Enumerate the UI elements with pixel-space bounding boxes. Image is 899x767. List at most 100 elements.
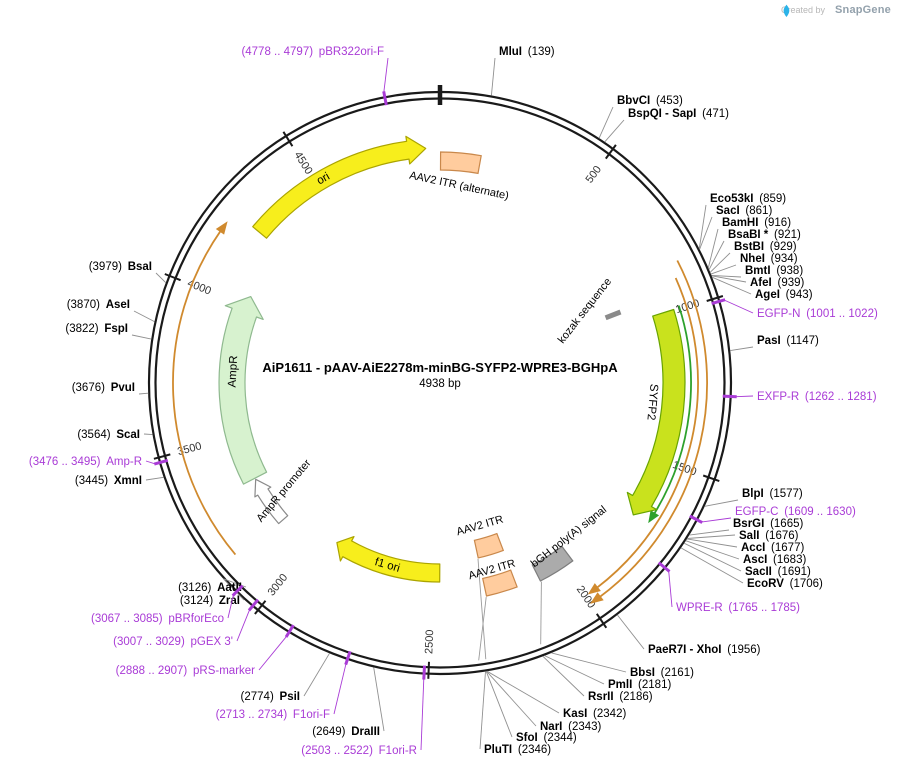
enzyme-label-SalI[interactable]: SalI (1676) <box>739 530 799 542</box>
scale-label: 2500 <box>423 629 436 654</box>
feature-ori[interactable] <box>252 135 427 239</box>
enzyme-label-AatII[interactable]: (3126) AatII <box>178 582 242 594</box>
scale-tick <box>164 273 181 282</box>
primer-label-EXFP-R[interactable]: EXFP-R (1262 .. 1281) <box>757 391 877 403</box>
enzyme-label-DraIII[interactable]: (2649) DraIII <box>312 726 380 738</box>
enzyme-label-SacII[interactable]: SacII (1691) <box>745 566 811 578</box>
enzyme-label-PasI[interactable]: PasI (1147) <box>757 335 819 347</box>
feature-aav2-itr-alternate[interactable] <box>439 151 482 175</box>
feature-ampr-promoter[interactable] <box>254 478 289 525</box>
enzyme-label-AseI[interactable]: (3870) AseI <box>67 299 130 311</box>
scale-tick <box>595 613 608 629</box>
enzyme-label-ScaI[interactable]: (3564) ScaI <box>77 429 140 441</box>
feature-ampr[interactable] <box>218 296 268 485</box>
primer-label-F1ori-R[interactable]: (2503 .. 2522) F1ori-R <box>301 745 417 757</box>
enzyme-label-NarI[interactable]: NarI (2343) <box>540 721 602 733</box>
feature-label-ampr[interactable]: AmpR <box>227 355 241 388</box>
primer-label-pGEX-3[interactable]: (3007 .. 3029) pGEX 3' <box>113 636 233 648</box>
enzyme-label-BstBI[interactable]: BstBI (929) <box>734 241 797 253</box>
scale-label: 3000 <box>266 572 291 599</box>
enzyme-label-AfeI[interactable]: AfeI (939) <box>750 277 805 289</box>
enzyme-label-MluI[interactable]: MluI (139) <box>499 46 555 58</box>
enzyme-leader <box>551 652 627 673</box>
enzyme-label-KasI[interactable]: KasI (2342) <box>563 708 626 720</box>
enzyme-label-BbvCI[interactable]: BbvCI (453) <box>617 95 683 107</box>
enzyme-leader <box>617 614 645 650</box>
primer-label-pRS-marker[interactable]: (2888 .. 2907) pRS-marker <box>116 665 256 677</box>
feature-f1-ori[interactable] <box>336 536 441 583</box>
feature-syfp2[interactable] <box>626 308 686 516</box>
primer-leader <box>227 594 234 619</box>
enzyme-label-BbsI[interactable]: BbsI (2161) <box>630 667 694 679</box>
primer-tick <box>689 514 703 524</box>
primer-leader <box>383 57 389 93</box>
feature-label-kozak-sequence[interactable]: kozak sequence <box>556 276 614 346</box>
enzyme-label-PaeR7I-XhoI[interactable]: PaeR7I - XhoI (1956) <box>648 644 761 656</box>
enzyme-leader <box>699 216 713 250</box>
enzyme-label-ZraI[interactable]: (3124) ZraI <box>180 595 240 607</box>
enzyme-leader <box>698 204 707 249</box>
feature-enhancer-arc-1[interactable] <box>598 260 708 599</box>
enzyme-leader <box>138 392 149 395</box>
primer-tick <box>722 394 737 399</box>
enzyme-leader <box>303 653 330 697</box>
enzyme-leader <box>683 542 742 572</box>
primer-label-WPRE-R[interactable]: WPRE-R (1765 .. 1785) <box>676 602 800 614</box>
primer-leader <box>735 395 754 398</box>
primer-leader <box>333 663 347 715</box>
enzyme-label-SacI[interactable]: SacI (861) <box>716 205 772 217</box>
primer-label-EGFP-C[interactable]: EGFP-C (1609 .. 1630) <box>735 506 856 518</box>
primer-tick <box>284 624 295 638</box>
enzyme-label-XmnI[interactable]: (3445) XmnI <box>75 475 142 487</box>
enzyme-label-BsrGI[interactable]: BsrGI (1665) <box>733 518 803 530</box>
primer-label-F1ori-F[interactable]: (2713 .. 2734) F1ori-F <box>216 709 330 721</box>
enzyme-label-AccI[interactable]: AccI (1677) <box>741 542 804 554</box>
feature-enhancer-arc-3-arrowhead <box>215 221 228 235</box>
enzyme-leader <box>143 433 153 436</box>
enzyme-label-BsaI[interactable]: (3979) BsaI <box>89 261 152 273</box>
primer-leader <box>236 609 251 642</box>
enzyme-label-BamHI[interactable]: BamHI (916) <box>722 217 791 229</box>
enzyme-label-PsiI[interactable]: (2774) PsiI <box>241 691 300 703</box>
feature-bgh-polya[interactable] <box>531 545 574 582</box>
feature-enhancer-arc-2-arrowhead <box>587 583 601 595</box>
scale-tick <box>604 144 617 160</box>
feature-enhancer-arc-2[interactable] <box>595 277 699 589</box>
enzyme-label-NheI[interactable]: NheI (934) <box>740 253 798 265</box>
enzyme-label-BmtI[interactable]: BmtI (938) <box>745 265 803 277</box>
feature-connector-2 <box>540 581 542 645</box>
primer-tick <box>711 298 726 306</box>
feature-enhancer-arc-1-arrowhead <box>590 592 604 604</box>
enzyme-label-BspQI-SapI[interactable]: BspQI - SapI (471) <box>628 108 729 120</box>
feature-label-syfp2[interactable]: SYFP2 <box>645 383 660 420</box>
enzyme-label-FspI[interactable]: (3822) FspI <box>65 323 128 335</box>
feature-label-aav2-itr-alternate[interactable]: AAV2 ITR (alternate) <box>408 170 510 203</box>
feature-aav2-itr-2[interactable] <box>481 569 518 597</box>
primer-tick <box>247 598 260 612</box>
enzyme-label-BsaBI[interactable]: BsaBI * (921) <box>728 229 801 241</box>
enzyme-label-Eco53kI[interactable]: Eco53kI (859) <box>710 193 786 205</box>
enzyme-label-PvuI[interactable]: (3676) PvuI <box>72 382 135 394</box>
enzyme-leader <box>685 540 740 560</box>
primer-leader <box>701 517 732 523</box>
primer-label-pBR322ori-F[interactable]: (4778 .. 4797) pBR322ori-F <box>241 46 384 58</box>
enzyme-leader <box>704 499 739 507</box>
feature-label-ori[interactable]: ori <box>315 171 332 188</box>
enzyme-label-SfoI[interactable]: SfoI (2344) <box>516 732 577 744</box>
enzyme-label-AscI[interactable]: AscI (1683) <box>743 554 806 566</box>
primer-leader <box>420 678 425 751</box>
primer-label-EGFP-N[interactable]: EGFP-N (1001 .. 1022) <box>757 308 878 320</box>
enzyme-label-RsrII[interactable]: RsrII (2186) <box>588 691 653 703</box>
feature-cds-arc[interactable] <box>653 305 692 515</box>
enzyme-label-EcoRV[interactable]: EcoRV (1706) <box>747 578 823 590</box>
feature-aav2-itr-1[interactable] <box>473 532 505 559</box>
primer-label-Amp-R[interactable]: (3476 .. 3495) Amp-R <box>29 456 142 468</box>
enzyme-label-AgeI[interactable]: AgeI (943) <box>755 289 813 301</box>
enzyme-label-BlpI[interactable]: BlpI (1577) <box>742 488 803 500</box>
enzyme-label-PmlI[interactable]: PmlI (2181) <box>608 679 671 691</box>
feature-enhancer-arc-3[interactable] <box>172 229 237 556</box>
primer-label-pBRforEco[interactable]: (3067 .. 3085) pBRforEco <box>91 613 224 625</box>
enzyme-leader <box>604 119 625 143</box>
created-by-text: Created by <box>780 5 825 15</box>
enzyme-label-PluTI[interactable]: PluTI (2346) <box>484 744 551 756</box>
